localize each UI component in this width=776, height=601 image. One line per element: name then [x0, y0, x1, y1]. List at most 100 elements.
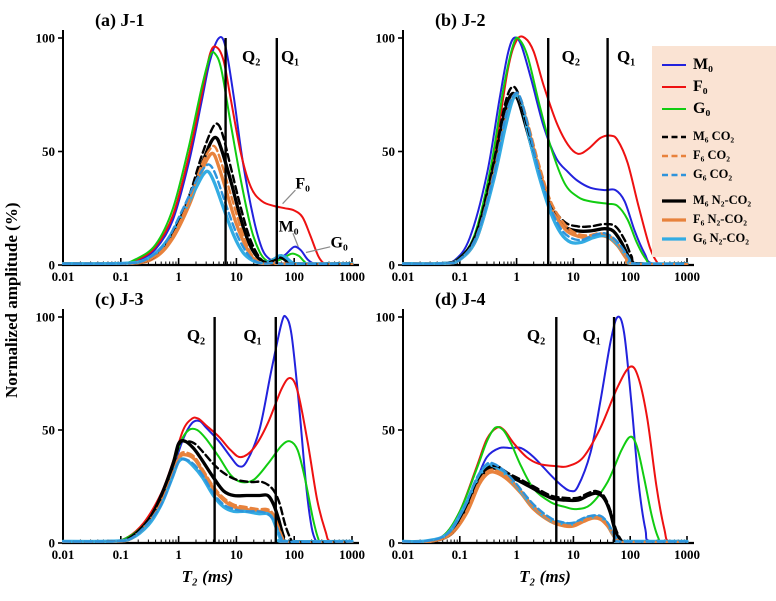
series-group: [402, 315, 689, 543]
legend-swatch-M6N2CO2: [662, 198, 686, 203]
x-tick-label: 1: [175, 269, 182, 284]
x-tick-label: 0.01: [392, 269, 415, 284]
cutoff-label-q2: Q₂: [242, 47, 260, 66]
y-tick-label: 50: [382, 423, 395, 438]
series-M6CO2: [62, 122, 354, 265]
series-G0: [62, 51, 353, 265]
legend-item-F6N2CO2: F₆ N₂-CO₂: [661, 210, 772, 229]
x-tick-label: 0.01: [392, 547, 415, 562]
legend-swatch-G0: [662, 108, 686, 110]
x-tick-label: 10: [567, 269, 580, 284]
panel-b: 0 50 100 0.01 0.1 1 10 100 1000 Q₂ Q₁ (b) J-2: [376, 10, 701, 284]
x-tick-label: 1: [513, 547, 520, 562]
y-tick-label: 50: [382, 144, 395, 159]
legend-label-G6N2CO2: G₆ N₂-CO₂: [693, 231, 750, 245]
x-tick-label: 10: [230, 269, 243, 284]
legend-item-F6CO2: F₆ CO₂: [661, 146, 772, 165]
x-tick-label: 100: [620, 269, 640, 284]
legend-label-F6N2CO2: F₆ N₂-CO₂: [693, 212, 747, 226]
y-tick-label: 0: [49, 536, 56, 551]
legend-label-M6CO2: M₆ CO₂: [693, 129, 735, 143]
x-tick-label: 100: [284, 547, 304, 562]
x-tick-label: 100: [284, 269, 304, 284]
legend-item-G0: G₀: [661, 98, 772, 120]
y-tick-label: 100: [376, 310, 396, 325]
x-tick-label: 1: [513, 269, 520, 284]
series-G6CO2: [402, 91, 689, 265]
y-tick-label: 100: [376, 31, 396, 46]
cutoff-label-q1: Q₁: [243, 326, 261, 345]
cutoff-label-q1: Q₁: [583, 326, 601, 345]
series-F6CO2: [402, 91, 689, 265]
legend-item-F0: F₀: [661, 76, 772, 98]
panel-title-b: (b) J-2: [435, 10, 486, 31]
panel-a: 0 50 100 0.01 0.1 1 10 100 1000 Q₂ Q₁ F₀ M₀ G₀ (a) J-1: [36, 10, 366, 284]
series-G6N2CO2: [402, 93, 689, 265]
series-M0: [402, 315, 688, 543]
legend-swatch-G6CO2: [662, 173, 686, 176]
series-G6CO2: [402, 461, 689, 543]
legend-label-G0: G₀: [693, 100, 711, 117]
legend-swatch-F0: [662, 86, 686, 88]
legend-swatch-G6N2CO2: [662, 236, 686, 241]
cutoff-label-q1: Q₁: [617, 47, 635, 66]
cutoff-label-q2: Q₂: [187, 326, 205, 345]
legend-swatch-F6CO2: [662, 154, 686, 157]
series-F0: [62, 377, 353, 543]
legend-label-G6CO2: G₆ CO₂: [693, 167, 733, 181]
panel-c: 0 50 100 0.01 0.1 1 10 100 1000 Q₂ Q₁ (c) J-3: [36, 289, 366, 562]
panel-title-d: (d) J-4: [435, 289, 486, 310]
x-tick-label: 1: [175, 547, 182, 562]
y-tick-label: 0: [389, 258, 396, 273]
x-tick-label: 100: [620, 547, 640, 562]
y-tick-label: 0: [389, 536, 396, 551]
legend-label-M0: M₀: [693, 56, 713, 73]
x-tick-label: 1000: [339, 547, 365, 562]
y-tick-label: 100: [36, 31, 56, 46]
legend-group-gap: [661, 184, 772, 191]
series-F0: [62, 45, 353, 265]
legend-swatch-M0: [662, 64, 686, 66]
x-tick-label: 0.1: [113, 547, 129, 562]
legend-item-M6N2CO2: M₆ N₂-CO₂: [661, 191, 772, 210]
series-M6CO2: [402, 85, 689, 265]
series-M6N2CO2: [402, 91, 689, 265]
x-axis-title-right: T₂ (ms): [519, 567, 571, 586]
x-tick-label: 1000: [339, 269, 365, 284]
cutoff-label-q2: Q₂: [527, 326, 545, 345]
legend-item-M0: M₀: [661, 54, 772, 76]
series-M0: [62, 314, 353, 543]
legend-swatch-M6CO2: [662, 135, 686, 138]
legend-swatch-F6N2CO2: [662, 217, 686, 222]
y-tick-label: 100: [36, 310, 56, 325]
y-tick-label: 50: [42, 423, 55, 438]
annotation-label: F₀: [295, 175, 310, 192]
legend-item-G6CO2: G₆ CO₂: [661, 165, 772, 184]
y-tick-label: 0: [49, 258, 56, 273]
x-axis-title-left: T₂ (ms): [181, 567, 234, 586]
series-group: [402, 35, 689, 265]
legend-label-M6N2CO2: M₆ N₂-CO₂: [693, 193, 752, 207]
series-group: [62, 314, 354, 543]
annotation-label: M₀: [279, 218, 299, 235]
panel-title-a: (a) J-1: [95, 10, 144, 31]
legend: M₀ F₀ G₀ M₆ CO₂ F₆ CO₂ G₆ CO₂ M₆ N₂-CO₂ F₆ N₂-C…: [652, 46, 776, 257]
x-tick-label: 1000: [674, 547, 700, 562]
legend-item-G6N2CO2: G₆ N₂-CO₂: [661, 229, 772, 248]
x-tick-label: 0.01: [52, 269, 75, 284]
x-tick-label: 1000: [674, 269, 700, 284]
annotation-leader: [292, 232, 299, 248]
cutoff-label-q2: Q₂: [562, 47, 580, 66]
annotation-label: G₀: [331, 234, 348, 251]
panel-title-c: (c) J-3: [95, 289, 143, 310]
series-G6CO2: [62, 163, 354, 265]
annotation-leader: [305, 246, 331, 254]
x-tick-label: 10: [230, 547, 243, 562]
series-M6CO2: [62, 439, 354, 543]
y-axis-title: Normalized amplitude (%): [2, 202, 21, 398]
cutoff-label-q1: Q₁: [281, 47, 299, 66]
legend-group-gap: [661, 120, 772, 127]
x-tick-label: 0.1: [452, 547, 468, 562]
